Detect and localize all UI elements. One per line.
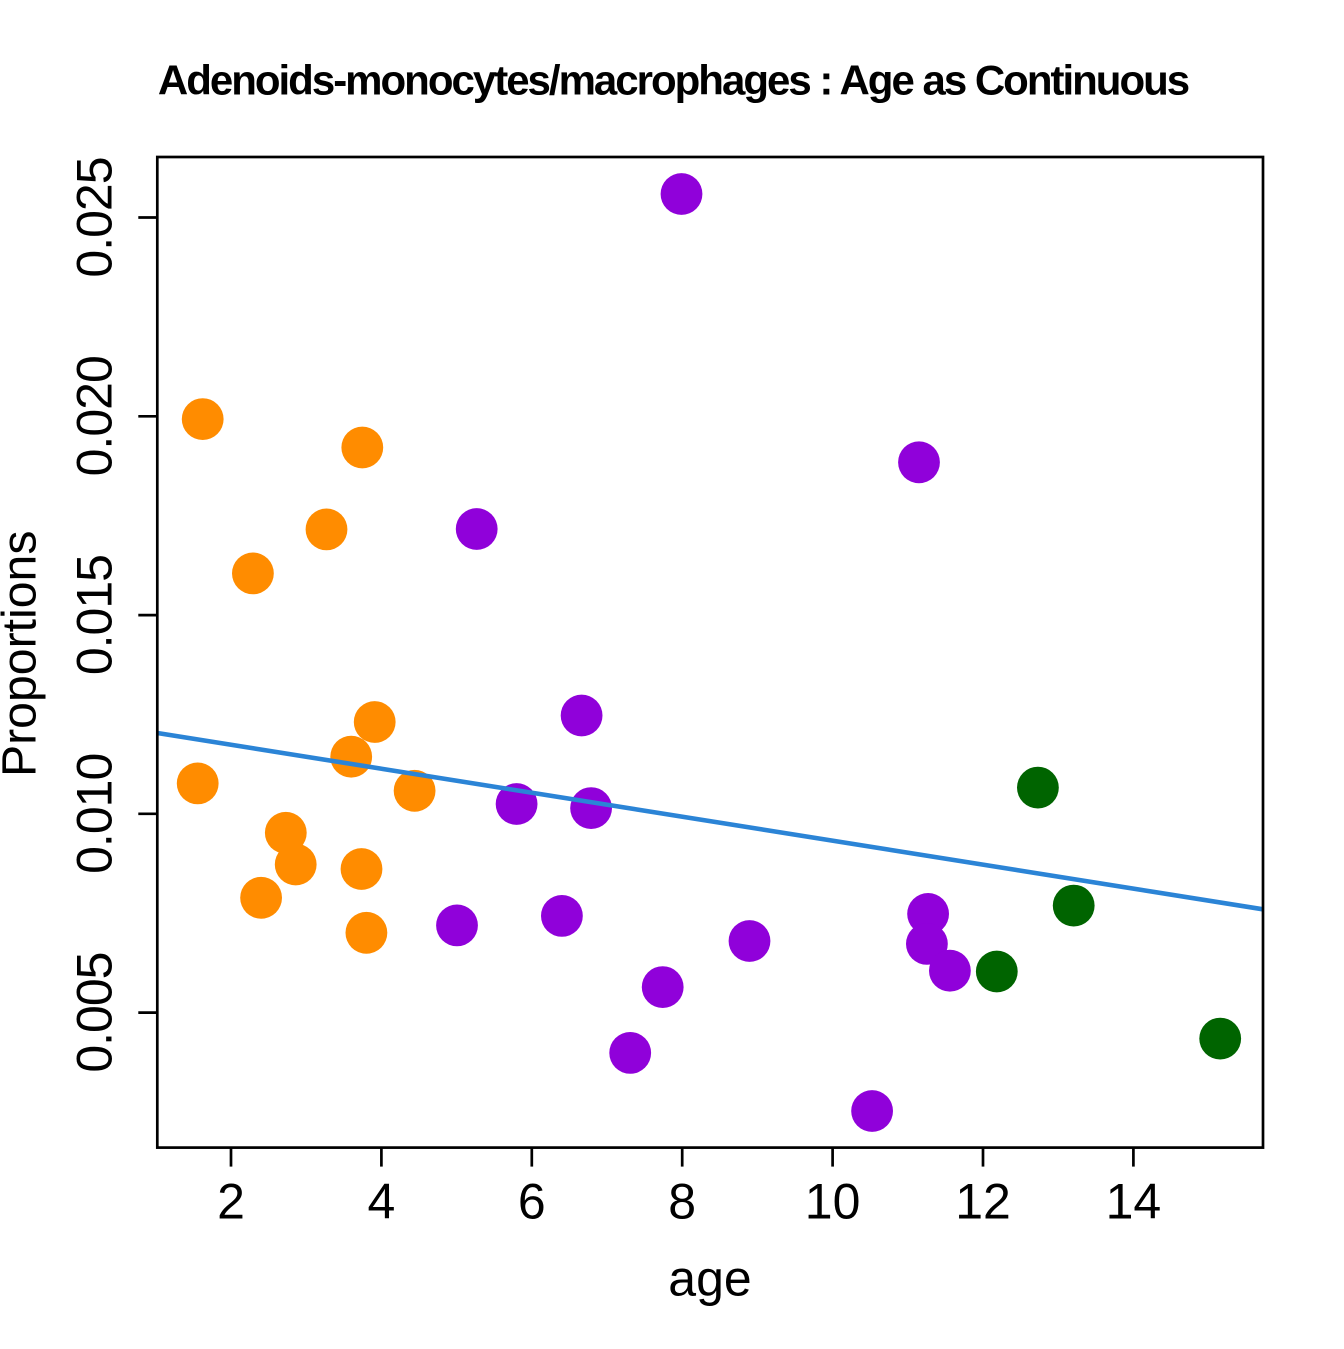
svg-text:14: 14 <box>1106 1173 1162 1229</box>
svg-text:4: 4 <box>367 1173 395 1229</box>
svg-text:10: 10 <box>805 1173 861 1229</box>
svg-text:12: 12 <box>955 1173 1011 1229</box>
svg-text:Adenoids-monocytes/macrophages: Adenoids-monocytes/macrophages : Age as … <box>158 57 1189 104</box>
svg-text:6: 6 <box>518 1173 546 1229</box>
svg-text:2: 2 <box>217 1173 245 1229</box>
svg-text:0.005: 0.005 <box>66 953 122 1073</box>
svg-text:Proportions: Proportions <box>0 531 47 777</box>
svg-text:0.020: 0.020 <box>66 356 122 476</box>
svg-text:0.010: 0.010 <box>66 754 122 874</box>
svg-text:0.015: 0.015 <box>66 555 122 675</box>
svg-text:age: age <box>668 1251 751 1307</box>
svg-text:0.025: 0.025 <box>66 157 122 277</box>
svg-text:8: 8 <box>668 1173 696 1229</box>
